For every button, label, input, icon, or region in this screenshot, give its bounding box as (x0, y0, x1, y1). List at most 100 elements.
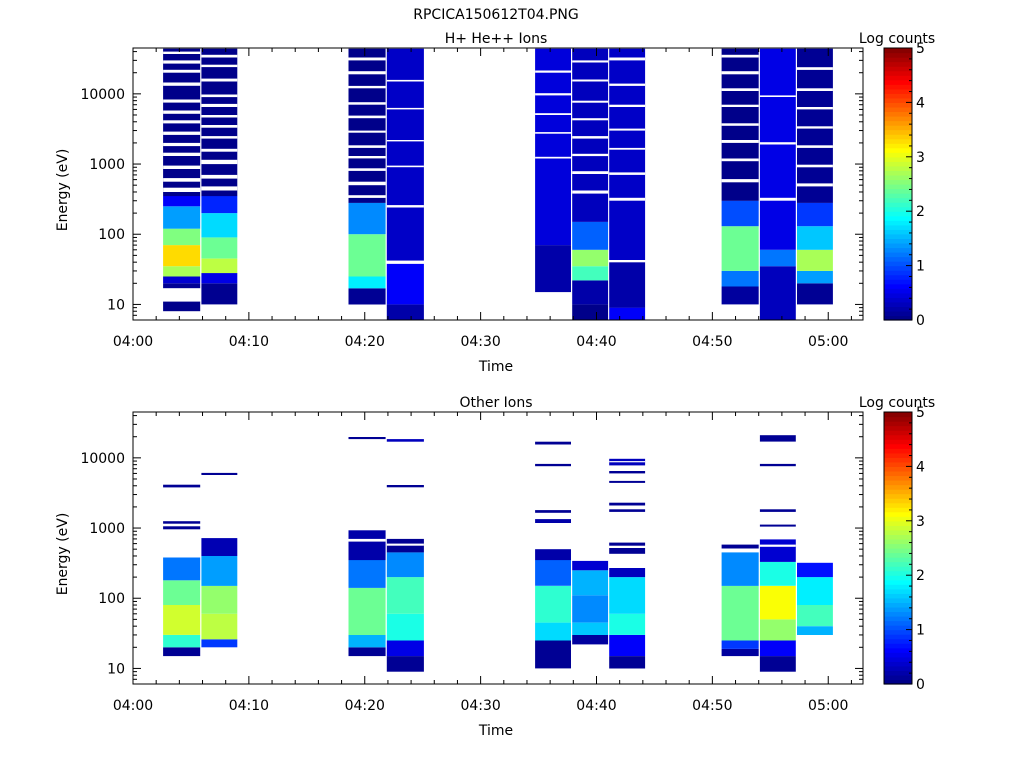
heatmap-cell (163, 605, 201, 635)
heatmap-cell (759, 266, 796, 320)
panel-title: Other Ions (459, 395, 532, 411)
data-gap (572, 153, 609, 157)
heatmap-cell (386, 263, 424, 305)
heatmap-cell (535, 510, 571, 513)
x-tick-label: 04:30 (460, 334, 500, 350)
heatmap-cell (163, 276, 201, 284)
heatmap-cell (535, 519, 571, 523)
colorbar-swatch (884, 552, 912, 558)
heatmap-cells (163, 435, 833, 672)
colorbar-swatch (884, 165, 912, 171)
colorbar-swatch (884, 220, 912, 226)
colorbar-tick-label: 4 (916, 95, 925, 111)
heatmap-cell (163, 245, 201, 267)
colorbar-swatch (884, 611, 912, 617)
data-gap (348, 115, 386, 119)
colorbar-swatch (884, 134, 912, 140)
heatmap-cell (163, 557, 201, 581)
heatmap-cell (609, 548, 646, 554)
data-gap (797, 126, 833, 129)
data-gap (201, 78, 238, 82)
colorbar-swatch (884, 265, 912, 271)
colorbar-frame (883, 411, 913, 685)
heatmap-cell (572, 249, 609, 267)
data-gap (759, 95, 796, 97)
heatmap-cell (348, 437, 386, 440)
colorbar-swatch (884, 274, 912, 280)
data-gap (609, 57, 646, 61)
data-gap (201, 64, 238, 68)
data-gap (163, 142, 201, 147)
heatmap-cell (721, 552, 759, 586)
colorbar-tick-label: 5 (916, 405, 925, 421)
colorbar-swatch (884, 52, 912, 58)
heatmap-cell (797, 48, 833, 203)
data-gap (535, 113, 571, 115)
data-gap (348, 156, 386, 159)
data-gap (609, 461, 646, 463)
colorbar-swatch (884, 620, 912, 626)
colorbar-swatch (884, 79, 912, 85)
data-gap (163, 110, 201, 114)
heatmap-cell (386, 552, 424, 578)
heatmap-cell (535, 585, 571, 623)
heatmap-cell (797, 626, 833, 635)
heatmap-cell (386, 656, 424, 672)
heatmap-cell (721, 544, 759, 549)
x-tick-label: 04:50 (692, 334, 732, 350)
data-gap (348, 145, 386, 148)
y-axis-label: Energy (eV) (55, 513, 71, 596)
heatmap-cell (163, 484, 201, 488)
colorbar-swatch (884, 679, 912, 685)
data-gap (572, 190, 609, 194)
heatmap-cell (163, 647, 201, 657)
colorbar-swatch (884, 288, 912, 294)
colorbar-swatch (884, 315, 912, 321)
colorbar-swatch (884, 421, 912, 427)
colorbar-swatch (884, 297, 912, 303)
heatmap-cell (535, 441, 571, 445)
colorbar-swatch (884, 283, 912, 289)
heatmap-cell (201, 213, 238, 238)
colorbar-swatch (884, 475, 912, 481)
data-gap (572, 118, 609, 121)
heatmap-cell (609, 613, 646, 635)
data-gap (721, 123, 759, 126)
colorbar-swatch (884, 170, 912, 176)
heatmap-cell (721, 286, 759, 305)
heatmap-cell (797, 270, 833, 284)
colorbar-swatch (884, 461, 912, 467)
x-tick-label: 05:00 (808, 698, 848, 714)
heatmap-cell (721, 226, 759, 271)
colorbar-swatch (884, 439, 912, 445)
data-gap (797, 183, 833, 187)
x-tick-label: 04:40 (576, 698, 616, 714)
heatmap-cell (535, 245, 571, 293)
colorbar-swatch (884, 310, 912, 317)
data-gap (759, 544, 796, 547)
colorbar-tick-label: 2 (916, 568, 925, 584)
colorbar-swatch (884, 61, 912, 67)
colorbar-swatch (884, 566, 912, 572)
colorbar-swatch (884, 670, 912, 676)
heatmap-cell (163, 526, 201, 530)
heatmap-cell (759, 524, 796, 527)
plot-frame (132, 411, 864, 685)
data-gap (386, 205, 424, 208)
colorbar-swatch (884, 548, 912, 554)
heatmap-cell (535, 622, 571, 641)
heatmap-cell (572, 595, 609, 623)
data-gap (348, 181, 386, 186)
heatmap-cell (535, 640, 571, 669)
heatmap-cell (163, 301, 201, 312)
colorbar-swatch (884, 448, 912, 454)
x-tick-label: 04:20 (345, 698, 385, 714)
data-gap (572, 136, 609, 139)
heatmap-cell (386, 640, 424, 657)
data-gap (201, 125, 238, 128)
data-gap (163, 69, 201, 73)
data-gap (609, 83, 646, 86)
heatmap-cell (348, 202, 386, 235)
